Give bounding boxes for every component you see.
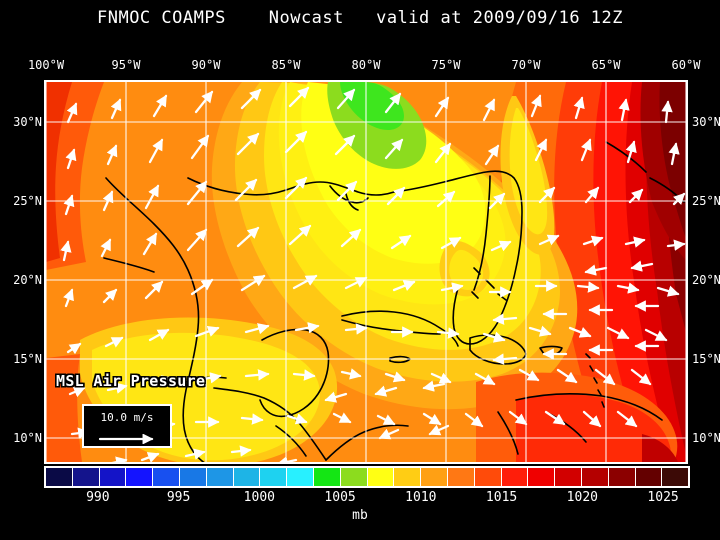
colorbar-tick-1020: 1020: [566, 490, 598, 505]
longitude-axis: 100°W 95°W 90°W 85°W 80°W 75°W 70°W 65°W 60°W: [28, 58, 701, 76]
latitude-axis-left: 30°N 25°N 20°N 15°N 10°N: [0, 82, 44, 462]
colorbar-swatch-2: [99, 468, 127, 486]
colorbar-swatch-8: [260, 468, 288, 486]
lon-tick-85W: 85°W: [271, 58, 301, 72]
latitude-axis-right: 30°N 25°N 20°N 15°N 10°N: [690, 82, 720, 462]
lat-tick-left-30N: 30°N: [13, 114, 42, 129]
lat-tick-left-15N: 15°N: [13, 352, 42, 367]
colorbar-swatch-14: [421, 468, 448, 486]
lat-tick-right-25N: 25°N: [692, 193, 720, 208]
colorbar-swatch-1: [72, 468, 100, 486]
wind-vector-key-arrow: [98, 434, 154, 444]
colorbar-swatch-7: [233, 468, 261, 486]
colorbar-swatch-22: [635, 468, 663, 486]
colorbar-swatch-12: [367, 468, 395, 486]
lat-tick-left-25N: 25°N: [13, 193, 42, 208]
lat-tick-right-15N: 15°N: [692, 352, 720, 367]
lat-tick-right-10N: 10°N: [692, 431, 720, 446]
lat-tick-right-30N: 30°N: [692, 114, 720, 129]
lon-tick-65W: 65°W: [591, 58, 621, 72]
colorbar-swatch-20: [581, 468, 609, 486]
colorbar-swatch-9: [287, 468, 314, 486]
lat-tick-right-20N: 20°N: [692, 272, 720, 287]
wind-vector-key: 10.0 m/s: [82, 404, 172, 448]
colorbar-swatch-19: [555, 468, 582, 486]
colorbar-swatch-6: [206, 468, 234, 486]
colorbar-tick-995: 995: [166, 490, 191, 505]
colorbar-ticks: 990 995 1000 1005 1010 1015 1020 1025: [44, 490, 690, 508]
lon-tick-80W: 80°W: [351, 58, 381, 72]
colorbar[interactable]: [44, 466, 690, 488]
colorbar-tick-1000: 1000: [243, 490, 275, 505]
lat-tick-left-20N: 20°N: [13, 272, 42, 287]
wind-vectors: [60, 86, 686, 462]
msl-air-pressure-label: MSL Air Pressure: [56, 372, 206, 390]
lon-tick-70W: 70°W: [511, 58, 541, 72]
lon-tick-90W: 90°W: [191, 58, 221, 72]
colorbar-swatch-0: [46, 468, 73, 486]
wind-vector-key-label: 10.0 m/s: [100, 411, 154, 424]
colorbar-units: mb: [352, 508, 368, 523]
colorbar-swatch-17: [501, 468, 529, 486]
lon-tick-95W: 95°W: [111, 58, 141, 72]
lon-tick-100W: 100°W: [27, 58, 65, 72]
page-title: FNMOC COAMPS Nowcast valid at 2009/09/16…: [96, 8, 623, 28]
colorbar-swatch-16: [474, 468, 502, 486]
colorbar-swatch-15: [447, 468, 475, 486]
colorbar-swatch-21: [608, 468, 636, 486]
colorbar-swatch-13: [394, 468, 422, 486]
colorbar-swatch-4: [153, 468, 180, 486]
colorbar-swatch-23: [662, 468, 689, 486]
colorbar-tick-1005: 1005: [324, 490, 356, 505]
colorbar-tick-1010: 1010: [405, 490, 437, 505]
colorbar-tick-1025: 1025: [647, 490, 679, 505]
colorbar-swatch-10: [313, 468, 341, 486]
colorbar-tick-990: 990: [86, 490, 110, 505]
lon-tick-75W: 75°W: [431, 58, 461, 72]
lon-tick-60W: 60°W: [671, 58, 701, 72]
colorbar-swatch-18: [528, 468, 556, 486]
colorbar-swatch-11: [340, 468, 368, 486]
lat-tick-left-10N: 10°N: [13, 431, 42, 446]
colorbar-swatch-3: [126, 468, 154, 486]
colorbar-swatch-5: [179, 468, 207, 486]
colorbar-tick-1015: 1015: [485, 490, 518, 505]
